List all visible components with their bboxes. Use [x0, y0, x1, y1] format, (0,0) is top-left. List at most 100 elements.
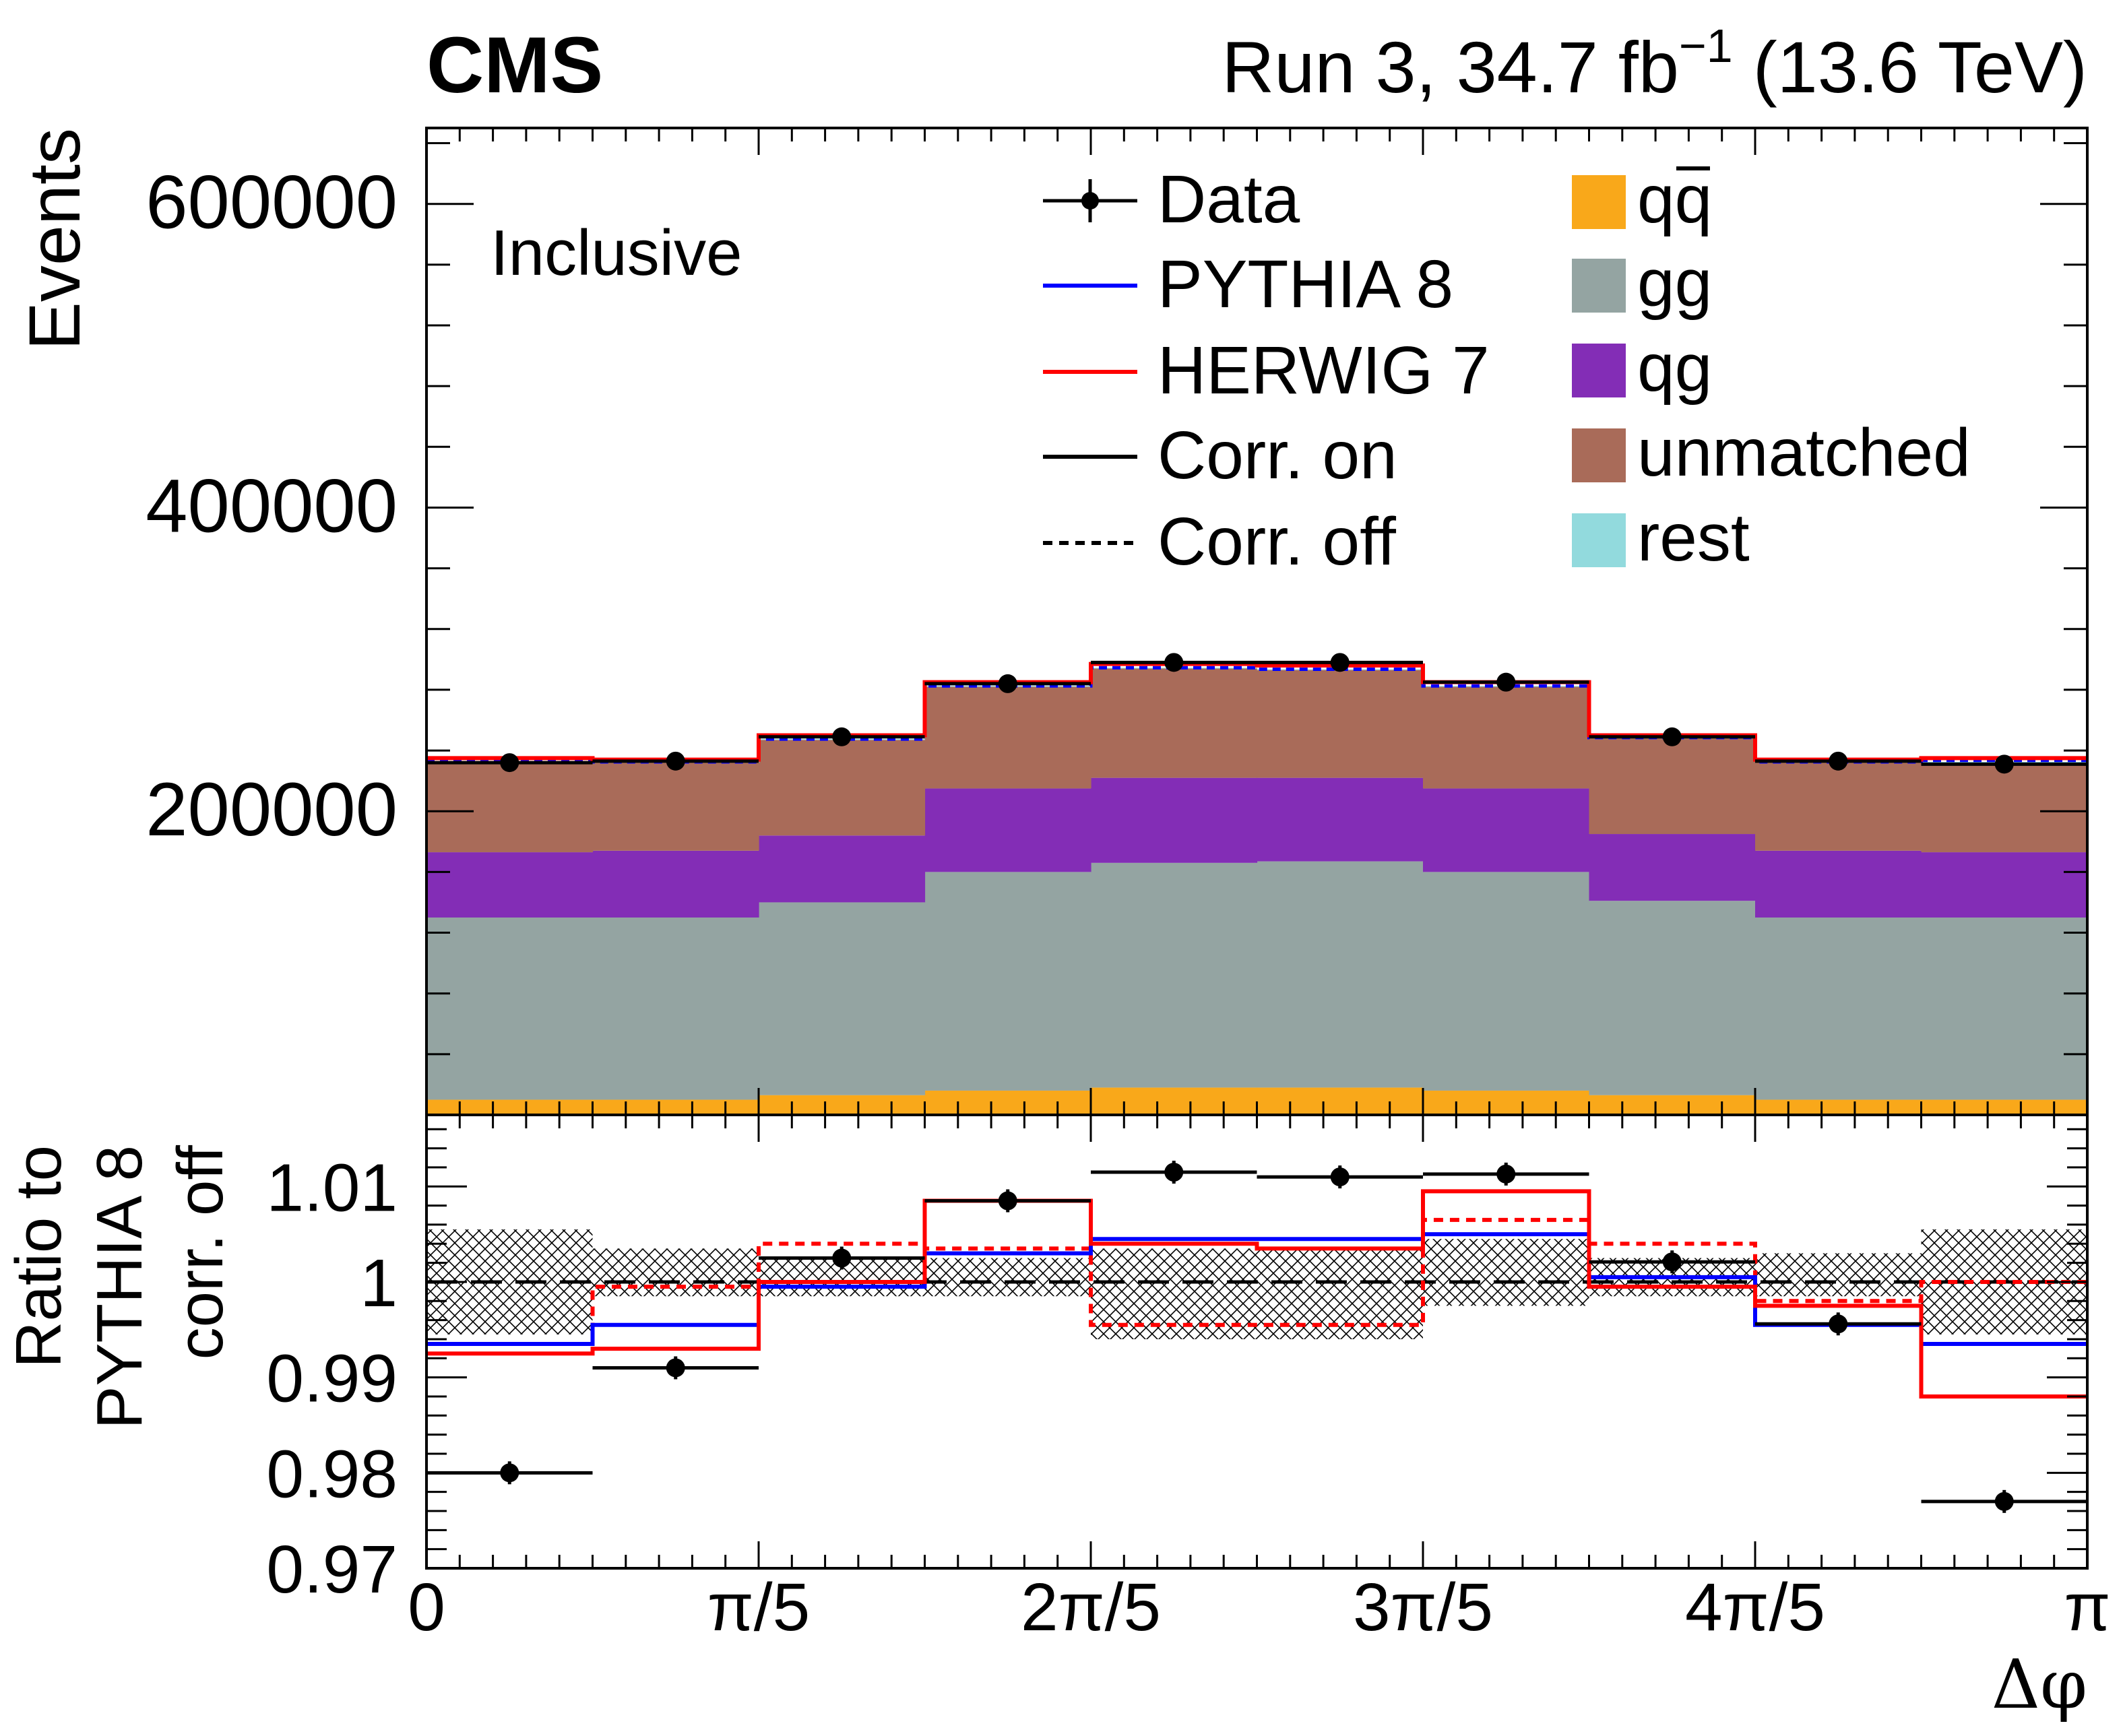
legend-swatch-gg [1572, 259, 1626, 313]
ratio-layer [426, 1161, 2087, 1513]
main-y-tick-label-0: 200000 [146, 767, 398, 851]
stack-bar-qg-8 [1755, 850, 1922, 918]
legend-entry-gg: gg [1572, 245, 1712, 321]
main-stack-layer [426, 668, 2088, 1115]
legend-label-pythia: PYTHIA 8 [1158, 247, 1453, 322]
main-data-point-5 [1330, 653, 1350, 672]
ratio-data-point-3 [998, 1191, 1017, 1211]
stack-bar-qq-3 [924, 1090, 1091, 1115]
lumi-label-text: Run 3, 34.7 fb [1222, 26, 1678, 108]
lumi-exponent: −1 [1679, 20, 1733, 72]
ratio-uncertainty-band-6 [1423, 1239, 1589, 1306]
stack-bar-qg-2 [759, 835, 926, 903]
stack-bar-gg-4 [1091, 862, 1258, 1088]
ratio-data-point-7 [1662, 1252, 1682, 1272]
x-tick-label-4: 4π/5 [1685, 1570, 1825, 1645]
legend-entry-corr-on: Corr. on [1043, 418, 1397, 493]
legend-entry-qg: qg [1572, 330, 1712, 406]
legend-entry-qq: qq [1572, 162, 1712, 237]
x-tick-label-2: 2π/5 [1021, 1570, 1161, 1645]
ratio-y-axis-title-line2: PYTHIA 8 [84, 1145, 156, 1429]
ratio-data-point-5 [1330, 1167, 1350, 1187]
stack-bar-qg-4 [1091, 777, 1258, 863]
x-axis-title: Δφ [1992, 1645, 2087, 1724]
legend-entry-pythia: PYTHIA 8 [1043, 247, 1453, 322]
stack-bar-unmatched-6 [1423, 686, 1590, 789]
ratio-data-point-2 [832, 1248, 852, 1268]
stack-bar-gg-5 [1257, 861, 1424, 1088]
stack-bar-gg-8 [1755, 918, 1922, 1100]
stack-bar-gg-3 [924, 872, 1091, 1091]
x-tick-label-1: π/5 [707, 1570, 810, 1645]
stack-bar-gg-1 [592, 918, 759, 1100]
main-data-point-3 [998, 674, 1017, 693]
stack-bar-unmatched-2 [759, 740, 926, 836]
stack-bar-qg-3 [924, 788, 1091, 872]
ratio-uncertainty-band-8 [1755, 1253, 1922, 1297]
axes-layer: 0 π/5 2π/5 3π/5 4π/5 π 200000 400000 600000 0.97 0… [146, 127, 2111, 1645]
stack-bar-qg-7 [1589, 834, 1756, 901]
ratio-y-axis-title-line3: corr. off [164, 1145, 236, 1360]
legend-label-corr-off: Corr. off [1158, 504, 1396, 579]
ratio-uncertainty-band-3 [924, 1258, 1091, 1297]
ratio-y-axis-title-line1: Ratio to [3, 1145, 75, 1368]
ratio-data-point-9 [1994, 1491, 2014, 1511]
main-data-point-2 [832, 727, 852, 746]
legend-swatch-qq [1572, 175, 1626, 229]
stack-bar-qq-0 [426, 1099, 594, 1115]
stack-bar-qq-1 [592, 1099, 759, 1115]
stack-bar-qq-4 [1091, 1087, 1258, 1115]
stack-bar-unmatched-1 [592, 763, 759, 851]
ratio-y-tick-label-1: 0.98 [266, 1436, 398, 1512]
stack-bar-qg-0 [426, 852, 594, 918]
main-data-point-0 [500, 753, 519, 773]
main-data-point-4 [1164, 653, 1184, 672]
stack-bar-qg-5 [1257, 777, 1424, 862]
stack-bar-gg-2 [759, 902, 926, 1095]
stack-bar-gg-6 [1423, 872, 1590, 1091]
legend-entry-corr-off: Corr. off [1043, 504, 1396, 579]
main-herwig7-corr-on-line [426, 662, 2087, 762]
lumi-label: Run 3, 34.7 fb−1 (13.6 TeV) [1222, 20, 2087, 108]
stack-bar-unmatched-3 [924, 686, 1091, 789]
main-lines-layer [426, 653, 2087, 774]
legend-label-unmatched: unmatched [1637, 415, 1971, 490]
legend-label-data: Data [1158, 162, 1300, 237]
x-tick-label-3: 3π/5 [1353, 1570, 1493, 1645]
legend-label-qg: qg [1637, 330, 1712, 406]
legend-entry-unmatched: unmatched [1572, 415, 1971, 490]
main-y-axis-title: Events [13, 128, 95, 350]
ratio-data-point-0 [500, 1463, 519, 1483]
stack-bar-qq-5 [1257, 1087, 1424, 1115]
main-data-point-8 [1829, 751, 1848, 771]
legend-entry-data: Data [1043, 162, 1300, 237]
ratio-y-tick-label-3: 1 [360, 1246, 398, 1321]
ratio-uncertainty-band-1 [592, 1248, 759, 1297]
ratio-herwig7-corr-on-line [426, 1189, 2087, 1399]
legend-label-corr-on: Corr. on [1158, 418, 1397, 493]
legend-swatch-unmatched [1572, 428, 1626, 482]
stack-bar-unmatched-4 [1091, 668, 1258, 778]
stack-bar-unmatched-9 [1921, 763, 2088, 853]
x-tick-label-0: 0 [408, 1570, 445, 1645]
stack-bar-qq-9 [1921, 1099, 2088, 1115]
stack-bar-gg-7 [1589, 901, 1756, 1095]
main-data-point-9 [1994, 754, 2014, 774]
ratio-y-tick-label-2: 0.99 [266, 1341, 398, 1417]
stack-bar-unmatched-7 [1589, 738, 1756, 835]
ratio-y-tick-label-0: 0.97 [266, 1532, 398, 1607]
energy-label: (13.6 TeV) [1733, 26, 2087, 108]
ratio-data-point-8 [1829, 1314, 1848, 1334]
legend: Data PYTHIA 8 HERWIG 7 Corr. on Corr. of… [1043, 162, 1971, 579]
main-data-point-1 [666, 751, 685, 771]
x-tick-label-5: π [2064, 1570, 2111, 1645]
stack-bar-gg-0 [426, 918, 594, 1100]
stack-bar-qq-2 [759, 1095, 926, 1115]
selection-label: Inclusive [490, 217, 742, 289]
legend-label-gg: gg [1637, 245, 1712, 321]
stack-bar-qq-7 [1589, 1095, 1756, 1115]
legend-label-qq: qq [1637, 162, 1712, 237]
ratio-data-point-4 [1164, 1163, 1184, 1182]
